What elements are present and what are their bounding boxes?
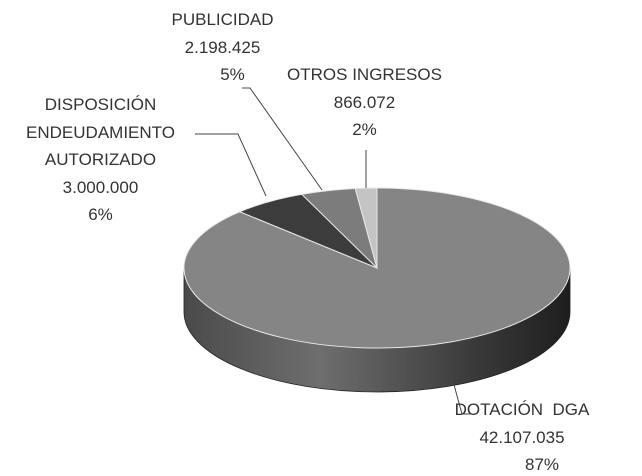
data-label: DISPOSICIÓN ENDEUDAMIENTO AUTORIZADO 3.0… bbox=[8, 91, 193, 229]
value-label: 42.107.035 bbox=[479, 427, 565, 447]
leader-line bbox=[195, 133, 267, 197]
value-label: 2.198.425 bbox=[184, 37, 261, 57]
category-label: OTROS INGRESOS bbox=[287, 65, 442, 84]
value-label: 3.000.000 bbox=[62, 177, 139, 197]
pie bbox=[183, 187, 571, 393]
leader-line bbox=[242, 87, 323, 191]
category-label: PUBLICIDAD bbox=[171, 10, 274, 29]
data-label: PUBLICIDAD 2.198.425 5% bbox=[150, 6, 295, 89]
data-label: OTROS INGRESOS 866.072 2% bbox=[272, 61, 457, 144]
category-label: DISPOSICIÓN ENDEUDAMIENTO AUTORIZADO bbox=[26, 95, 179, 169]
leader-line bbox=[444, 351, 470, 415]
pie-slice bbox=[183, 187, 571, 349]
percent-label: 87% bbox=[524, 455, 560, 474]
pie-slice bbox=[354, 187, 378, 269]
category-label: DOTACIÓN DGA bbox=[454, 400, 590, 419]
percent-label: 2% bbox=[352, 120, 377, 139]
value-label: 866.072 bbox=[333, 92, 396, 112]
percent-label: 5% bbox=[220, 65, 245, 84]
percent-label: 6% bbox=[88, 205, 113, 224]
data-label: DOTACIÓN DGA 42.107.035 87% bbox=[452, 396, 592, 476]
